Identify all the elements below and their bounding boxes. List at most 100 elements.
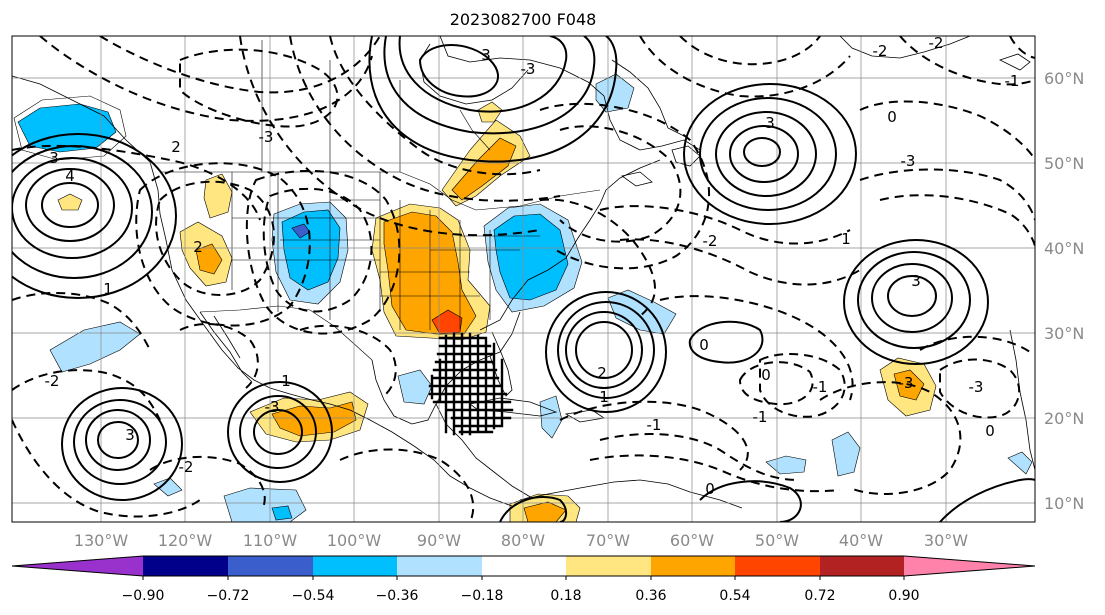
contour-neg-mid-3 — [738, 361, 814, 406]
contour-mex-high-1 — [253, 409, 303, 455]
contour-pac-high-3 — [12, 157, 133, 259]
contour-neg-sw-4 — [339, 448, 475, 522]
coast-south-america — [519, 479, 743, 509]
contour-label: 4 — [65, 167, 75, 185]
contour-sa-solid-a — [699, 480, 802, 522]
lon-axis-labels: 130°W 120°W 110°W 100°W 90°W 80°W 70°W 6… — [74, 531, 968, 550]
contour-na-high-1 — [743, 137, 781, 167]
contour-label: 3 — [911, 272, 921, 290]
contour-neg-e-2 — [879, 194, 1035, 247]
border-us-canada — [160, 171, 601, 211]
contour-label: 2 — [193, 238, 203, 256]
contour-eatl-high-2 — [871, 263, 953, 333]
colorbar: −0.90 −0.72 −0.54 −0.36 −0.18 0.18 0.36 … — [11, 555, 1036, 604]
contour-neg-nc-3 — [239, 36, 541, 237]
lat-label: 60°N — [1044, 69, 1084, 88]
contour-na-high-5 — [683, 83, 857, 225]
contour-atl-high-2 — [565, 311, 643, 389]
contour-neg-nw-3 — [179, 48, 339, 128]
contour-neg-nc-1 — [329, 36, 541, 176]
colorbar-tick-label: −0.36 — [376, 588, 419, 604]
lat-label: 50°N — [1044, 154, 1084, 173]
contour-neg-w-3 — [299, 324, 397, 395]
colorbar-segment — [735, 556, 820, 576]
lat-axis-labels: 60°N 50°N 40°N 30°N 20°N 10°N — [1044, 69, 1084, 513]
colorbar-tick-label: 0.72 — [804, 588, 835, 604]
contour-neg-nw-1 — [99, 36, 381, 94]
contour-neg-s-2 — [599, 433, 801, 481]
contour-label: 2 — [171, 138, 181, 156]
contour-neg-ne-2 — [899, 36, 1035, 86]
colorbar-tick-label: −0.18 — [461, 588, 504, 604]
contour-epac-high-2 — [85, 409, 151, 471]
contour-atl-high-3 — [557, 301, 655, 399]
contour-neg-gl-1 — [559, 125, 682, 243]
contour-label: 1 — [281, 372, 291, 390]
colorbar-segment — [820, 556, 904, 576]
contour-atl-ring — [688, 320, 764, 364]
contour-neg-e-1 — [859, 168, 1035, 221]
shade-blue-east — [493, 213, 569, 301]
contour-label: -2 — [45, 372, 60, 390]
contour-label: -1 — [813, 378, 828, 396]
contour-label: 2 — [597, 364, 607, 382]
coast-baja — [199, 311, 253, 383]
stippling — [428, 332, 514, 436]
contour-neg-w-1 — [12, 291, 151, 351]
contour-neg-se-1 — [939, 358, 1020, 419]
lon-label: 110°W — [243, 531, 298, 550]
contour-label: -2 — [179, 458, 194, 476]
colorbar-segment — [143, 556, 228, 576]
contour-eatl-high-1 — [887, 275, 937, 317]
coast-florida — [489, 331, 513, 397]
contour-epac-high-4 — [61, 387, 183, 501]
contour-eatl-high-3 — [857, 251, 971, 349]
shade-lightblue-southpac — [223, 487, 307, 522]
contour-neg-nw-2 — [39, 36, 373, 122]
colorbar-segment — [397, 556, 482, 576]
colorbar-tick-label: −0.54 — [292, 588, 335, 604]
lat-label: 20°N — [1044, 409, 1084, 428]
colorbar-tick-label: 0.18 — [550, 588, 581, 604]
coast-canada-north — [439, 36, 701, 151]
colorbar-tick-label: 0.90 — [888, 588, 919, 604]
contour-label: -3 — [901, 152, 916, 170]
contour-atl-high-1 — [575, 321, 633, 379]
colorbar-tick-label: −0.72 — [207, 588, 250, 604]
contour-neg-rk-1 — [155, 180, 275, 296]
contour-neg-s-4 — [819, 381, 962, 495]
contour-north-solid-c — [368, 36, 618, 163]
graticule-lat — [12, 77, 1035, 504]
contour-label: -1 — [647, 416, 662, 434]
lon-label: 80°W — [501, 531, 545, 550]
colorbar-extend-low — [12, 556, 143, 576]
contour-label: -1 — [753, 408, 768, 426]
lon-label: 130°W — [74, 531, 129, 550]
contour-mex-high-3 — [227, 381, 333, 483]
shade-lightblue-gulf — [397, 369, 433, 405]
lon-label: 70°W — [586, 531, 630, 550]
lon-label: 120°W — [158, 531, 213, 550]
contour-na-high-3 — [715, 111, 817, 197]
border-state-d — [380, 235, 540, 297]
coast-iceland — [998, 53, 1031, 71]
coast-greenland — [839, 36, 971, 59]
map-frame — [11, 35, 1036, 523]
coast-nova-scotia — [621, 171, 653, 187]
colorbar-segment — [228, 556, 313, 576]
contour-label: -2 — [929, 34, 944, 52]
contour-label: 0 — [699, 336, 709, 354]
contour-label: -1 — [1005, 72, 1020, 90]
shade-lightblue-subpac — [49, 321, 141, 373]
contour-pac-high-2 — [25, 168, 115, 242]
contour-neg-ca-2 — [599, 205, 851, 245]
contour-label: 0 — [761, 366, 771, 384]
contour-label: -2 — [703, 232, 718, 250]
contour-eatl-high-4 — [843, 239, 989, 365]
coast-labrador — [611, 59, 685, 137]
border-state-a — [231, 172, 381, 320]
graticule — [12, 36, 1035, 522]
contours-negative — [12, 36, 1035, 522]
contour-pac-high-5 — [12, 133, 177, 299]
